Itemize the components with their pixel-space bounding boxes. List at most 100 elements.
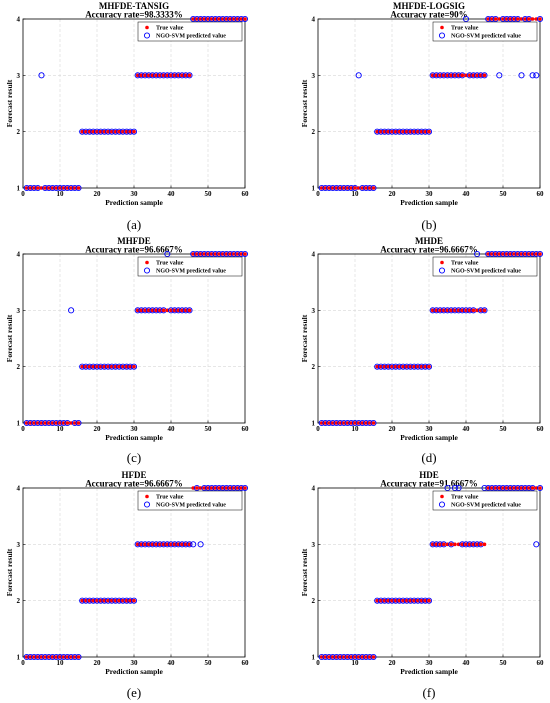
predicted-value-point — [481, 72, 488, 79]
legend-marker-predicted — [143, 501, 151, 508]
true-value-point — [132, 598, 136, 603]
true-value-point — [132, 129, 136, 134]
legend-label-true: True value — [156, 26, 184, 32]
x-tick-label: 10 — [57, 425, 65, 433]
chart-title: MHDE — [415, 236, 443, 246]
y-tick-label: 2 — [17, 597, 21, 605]
x-tick-label: 40 — [168, 190, 176, 198]
predicted-value-point — [536, 484, 544, 492]
predicted-value-point — [355, 72, 362, 79]
true-value-point — [132, 364, 136, 369]
panel-caption: (e) — [127, 685, 141, 700]
true-value-point — [243, 486, 247, 490]
y-tick-label: 4 — [17, 485, 21, 493]
legend-label-predicted: NGO-SVM predicted value — [451, 34, 521, 40]
predicted-value-point — [518, 72, 525, 79]
predicted-value-point — [425, 363, 433, 370]
predicted-value-point — [75, 419, 82, 427]
x-tick-label: 0 — [316, 190, 320, 198]
legend-label-predicted: NGO-SVM predicted value — [156, 34, 226, 40]
predicted-value-point — [241, 250, 249, 258]
predicted-value-point — [496, 72, 503, 79]
true-value-point — [471, 308, 476, 313]
y-tick-label: 1 — [17, 420, 21, 428]
true-value-point — [516, 17, 520, 21]
chart-title: MHFDE-TANSIG — [99, 1, 169, 11]
predicted-value-point — [533, 72, 540, 79]
x-tick-label: 0 — [316, 425, 320, 433]
y-tick-label: 1 — [312, 185, 316, 193]
true-value-point — [538, 486, 542, 490]
predicted-value-point — [130, 363, 138, 370]
legend-box — [137, 256, 243, 277]
x-tick-label: 60 — [537, 425, 545, 433]
legend-box — [137, 490, 243, 511]
legend-marker-true — [145, 260, 149, 265]
x-tick-label: 20 — [94, 659, 102, 667]
legend: True value NGO-SVM predicted value — [432, 21, 538, 42]
predicted-value-point — [474, 250, 481, 258]
y-axis-label: Forecast result — [300, 314, 309, 362]
x-tick-label: 50 — [500, 425, 508, 433]
predicted-value-point — [75, 653, 82, 661]
legend-box — [432, 21, 538, 42]
true-value-point — [482, 542, 487, 547]
legend-marker-predicted — [143, 32, 151, 39]
true-value-point — [76, 655, 81, 659]
predicted-value-point — [164, 250, 171, 258]
x-tick-label: 40 — [168, 659, 176, 667]
legend-marker-predicted — [438, 501, 446, 508]
true-value-point — [427, 364, 431, 369]
x-axis-label: Prediction sample — [105, 433, 163, 442]
legend-label-predicted: NGO-SVM predicted value — [451, 269, 521, 275]
x-tick-label: 0 — [316, 659, 320, 667]
chart-subtitle: Accuracy rate=96.6667% — [85, 479, 183, 489]
predicted-value-point — [130, 128, 138, 135]
predicted-value-point — [38, 72, 45, 79]
true-value-point — [65, 421, 70, 425]
true-value-point — [161, 308, 166, 313]
x-tick-label: 10 — [57, 659, 65, 667]
legend-box — [432, 490, 538, 511]
y-tick-label: 4 — [17, 16, 21, 24]
true-value-point — [479, 542, 483, 547]
legend: True value NGO-SVM predicted value — [137, 256, 243, 277]
true-value-point — [76, 421, 81, 425]
predicted-value-point — [451, 484, 458, 492]
predicted-value-point — [130, 597, 138, 604]
predicted-value-point — [241, 15, 249, 23]
true-value-point — [442, 542, 446, 547]
true-value-point — [243, 17, 247, 21]
predicted-value-point — [186, 541, 193, 548]
x-tick-label: 60 — [242, 425, 250, 433]
y-tick-label: 4 — [312, 251, 316, 259]
true-value-point — [187, 308, 192, 313]
chart-subtitle: Accuracy rate=98.3333% — [85, 10, 183, 20]
predicted-value-point — [536, 250, 544, 258]
predicted-value-point — [462, 15, 470, 23]
true-value-point — [371, 655, 376, 659]
legend-marker-true — [145, 494, 149, 499]
y-axis-label: Forecast result — [300, 548, 309, 596]
predicted-value-point — [241, 484, 249, 492]
true-value-point — [527, 17, 531, 21]
panel-caption: (c) — [127, 450, 141, 465]
true-value-point — [243, 252, 247, 256]
y-tick-label: 1 — [312, 654, 316, 662]
true-value-point — [482, 308, 487, 313]
true-value-point — [371, 186, 376, 190]
true-value-point — [195, 486, 199, 490]
legend-label-true: True value — [451, 26, 479, 32]
predicted-value-point — [186, 72, 193, 79]
x-tick-label: 30 — [131, 425, 139, 433]
y-tick-label: 3 — [17, 541, 21, 549]
x-tick-label: 20 — [389, 190, 397, 198]
true-value-point — [538, 17, 542, 21]
y-tick-label: 1 — [312, 420, 316, 428]
legend-marker-predicted — [438, 267, 446, 274]
panel-caption: (a) — [127, 217, 141, 232]
y-tick-label: 3 — [312, 541, 316, 549]
